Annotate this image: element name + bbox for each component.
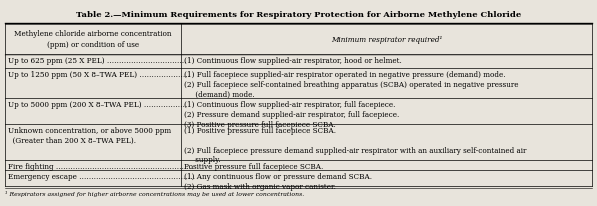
Text: Unknown concentration, or above 5000 ppm
  (Greater than 200 X 8–TWA PEL).: Unknown concentration, or above 5000 ppm… <box>8 126 171 144</box>
Text: Minimum respirator required¹: Minimum respirator required¹ <box>331 35 442 43</box>
Text: (1) Positive pressure full facepiece SCBA.

(2) Full facepiece pressure demand s: (1) Positive pressure full facepiece SCB… <box>184 126 527 164</box>
Text: (1) Continuous flow supplied-air respirator, full facepiece.
(2) Pressure demand: (1) Continuous flow supplied-air respira… <box>184 101 399 128</box>
Text: Emergency escape …………………………………………: Emergency escape ………………………………………… <box>8 172 195 180</box>
Text: ¹ Respirators assigned for higher airborne concentrations may be used at lower c: ¹ Respirators assigned for higher airbor… <box>5 190 304 196</box>
Text: Fire fighting …………………………………………………: Fire fighting ………………………………………………… <box>8 162 193 170</box>
Text: Up to 5000 ppm (200 X 8–TWA PEL) ………………: Up to 5000 ppm (200 X 8–TWA PEL) ……………… <box>8 101 187 109</box>
Text: (1) Continuous flow supplied-air respirator, hood or helmet.: (1) Continuous flow supplied-air respira… <box>184 57 402 65</box>
Text: (1) Any continuous flow or pressure demand SCBA.
(2) Gas mask with organic vapor: (1) Any continuous flow or pressure dema… <box>184 172 372 190</box>
Text: Table 2.—Minimum Requirements for Respiratory Protection for Airborne Methylene : Table 2.—Minimum Requirements for Respir… <box>76 11 521 19</box>
Text: (1) Full facepiece supplied-air respirator operated in negative pressure (demand: (1) Full facepiece supplied-air respirat… <box>184 71 519 98</box>
Text: Positive pressure full facepiece SCBA.: Positive pressure full facepiece SCBA. <box>184 162 324 170</box>
Text: Up to 625 ppm (25 X PEL) ……………………………: Up to 625 ppm (25 X PEL) …………………………… <box>8 57 187 65</box>
Text: Up to 1250 ppm (50 X 8–TWA PEL) …………………: Up to 1250 ppm (50 X 8–TWA PEL) ………………… <box>8 71 190 79</box>
Text: Methylene chloride airborne concentration
(ppm) or condition of use: Methylene chloride airborne concentratio… <box>14 30 172 48</box>
